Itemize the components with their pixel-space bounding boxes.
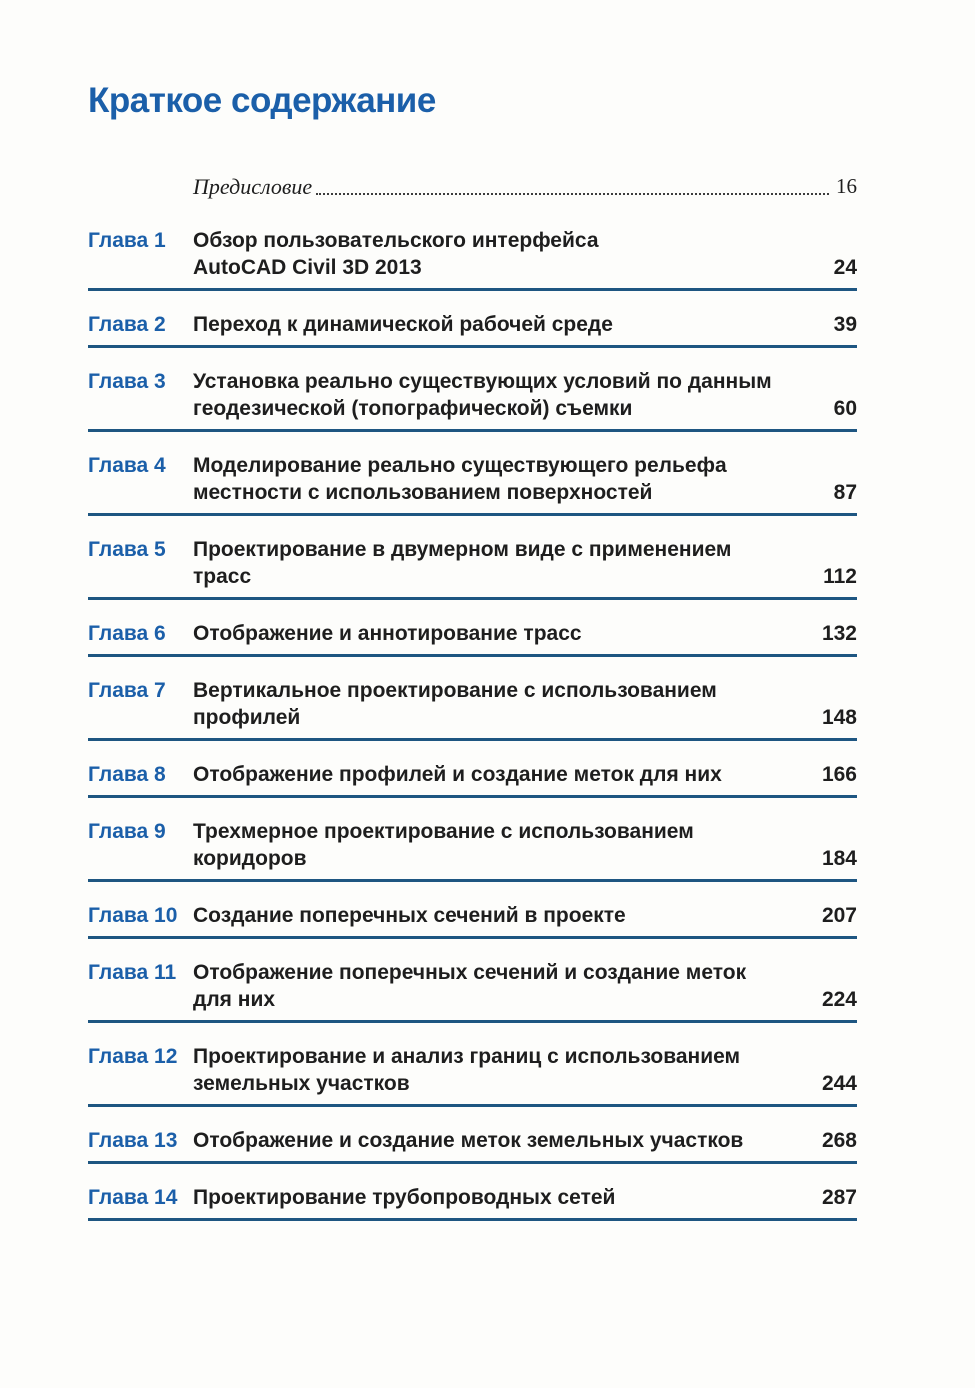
chapter-label: Глава 14 <box>88 1186 178 1209</box>
toc-entry-row: Глава 13 Отображение и создание меток зе… <box>88 1127 857 1154</box>
chapter-title: Трехмерное проектирование с использовани… <box>193 820 694 870</box>
chapter-list: Глава 1 Обзор пользовательского интерфей… <box>88 227 857 1221</box>
chapter-page-number: 224 <box>821 988 857 1011</box>
toc-entry-row: Глава 6 Отображение и аннотирование трас… <box>88 620 857 647</box>
toc-entry: Глава 8 Отображение профилей и создание … <box>88 761 857 798</box>
chapter-page-number: 268 <box>821 1129 857 1152</box>
toc-entry-row: Глава 3 Установка реально существующих у… <box>88 368 857 422</box>
chapter-label: Глава 2 <box>88 313 166 336</box>
toc-entry-row: Глава 8 Отображение профилей и создание … <box>88 761 857 788</box>
chapter-page-number: 112 <box>823 565 857 588</box>
chapter-title: Создание поперечных сечений в проекте <box>193 904 626 927</box>
preface-label: Предисловие <box>193 174 313 199</box>
toc-entry-row: Глава 7 Вертикальное проектирование с ис… <box>88 677 857 731</box>
chapter-page-number: 148 <box>821 706 857 729</box>
dot-leader <box>316 173 829 195</box>
toc-entry: Глава 11 Отображение поперечных сечений … <box>88 959 857 1023</box>
toc-entry-row: Глава 4 Моделирование реально существующ… <box>88 452 857 506</box>
toc-entry: Глава 7 Вертикальное проектирование с ис… <box>88 677 857 741</box>
toc-entry: Глава 14 Проектирование трубопроводных с… <box>88 1184 857 1221</box>
chapter-page-number: 207 <box>821 904 857 927</box>
toc-entry: Глава 9 Трехмерное проектирование с испо… <box>88 818 857 882</box>
toc-entry-row: Глава 9 Трехмерное проектирование с испо… <box>88 818 857 872</box>
toc-entry-row: Глава 10 Создание поперечных сечений в п… <box>88 902 857 929</box>
preface-row: Предисловие 16 <box>88 173 857 200</box>
chapter-page-number: 244 <box>821 1072 857 1095</box>
toc-entry-row: Глава 5 Проектирование в двумерном виде … <box>88 536 857 590</box>
chapter-label: Глава 4 <box>88 454 166 477</box>
chapter-page-number: 39 <box>833 313 857 336</box>
chapter-page-number: 60 <box>833 397 857 420</box>
chapter-page-number: 132 <box>821 622 857 645</box>
preface-page-number: 16 <box>836 174 857 198</box>
toc-entry-row: Глава 14 Проектирование трубопроводных с… <box>88 1184 857 1211</box>
toc-entry: Глава 13 Отображение и создание меток зе… <box>88 1127 857 1164</box>
chapter-label: Глава 1 <box>88 229 166 252</box>
toc-entry: Глава 5 Проектирование в двумерном виде … <box>88 536 857 600</box>
chapter-label: Глава 9 <box>88 820 166 843</box>
chapter-label: Глава 6 <box>88 622 166 645</box>
chapter-title: Отображение и аннотирование трасс <box>193 622 582 645</box>
toc-entry-row: Глава 12 Проектирование и анализ границ … <box>88 1043 857 1097</box>
chapter-title: Установка реально существующих условий п… <box>193 370 772 420</box>
toc-entry: Глава 10 Создание поперечных сечений в п… <box>88 902 857 939</box>
chapter-title: Обзор пользовательского интерфейса AutoC… <box>193 229 599 279</box>
chapter-title: Отображение профилей и создание меток дл… <box>193 763 722 786</box>
toc-entry: Глава 3 Установка реально существующих у… <box>88 368 857 432</box>
toc-entry: Глава 1 Обзор пользовательского интерфей… <box>88 227 857 291</box>
chapter-label: Глава 12 <box>88 1045 178 1068</box>
toc-entry: Глава 4 Моделирование реально существующ… <box>88 452 857 516</box>
chapter-title: Переход к динамической рабочей среде <box>193 313 613 336</box>
chapter-label: Глава 10 <box>88 904 178 927</box>
chapter-title: Отображение поперечных сечений и создани… <box>193 961 747 1011</box>
toc-entry: Глава 2 Переход к динамической рабочей с… <box>88 311 857 348</box>
chapter-title: Проектирование и анализ границ с использ… <box>193 1045 741 1095</box>
chapter-label: Глава 5 <box>88 538 166 561</box>
chapter-page-number: 184 <box>821 847 857 870</box>
chapter-page-number: 24 <box>833 256 857 279</box>
toc-entry: Глава 6 Отображение и аннотирование трас… <box>88 620 857 657</box>
chapter-page-number: 287 <box>821 1186 857 1209</box>
toc-entry: Глава 12 Проектирование и анализ границ … <box>88 1043 857 1107</box>
chapter-title: Проектирование в двумерном виде с примен… <box>193 538 732 588</box>
chapter-title: Проектирование трубопроводных сетей <box>193 1186 616 1209</box>
chapter-label: Глава 11 <box>88 961 177 984</box>
chapter-page-number: 87 <box>833 481 857 504</box>
chapter-title: Вертикальное проектирование с использова… <box>193 679 717 729</box>
chapter-label: Глава 13 <box>88 1129 178 1152</box>
toc-entry-row: Глава 11 Отображение поперечных сечений … <box>88 959 857 1013</box>
toc-entry-row: Глава 2 Переход к динамической рабочей с… <box>88 311 857 338</box>
chapter-title: Отображение и создание меток земельных у… <box>193 1129 744 1152</box>
chapter-label: Глава 7 <box>88 679 166 702</box>
chapter-label: Глава 8 <box>88 763 166 786</box>
chapter-title: Моделирование реально существующего рель… <box>193 454 727 504</box>
chapter-label: Глава 3 <box>88 370 166 393</box>
page-title: Краткое содержание <box>88 81 436 120</box>
chapter-page-number: 166 <box>821 763 857 786</box>
toc-entry-row: Глава 1 Обзор пользовательского интерфей… <box>88 227 857 281</box>
